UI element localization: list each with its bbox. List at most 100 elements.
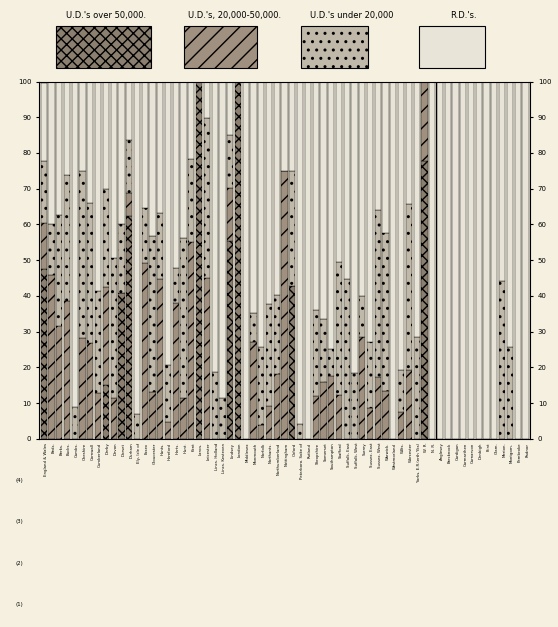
Bar (382, 82, 389, 233)
Bar (172, 268, 179, 303)
Text: Stafford: Stafford (339, 443, 343, 458)
Bar (64, 175, 70, 300)
Bar (134, 414, 140, 439)
Bar (157, 279, 163, 439)
Bar (142, 263, 148, 439)
Bar (157, 213, 163, 279)
Bar (49, 275, 55, 439)
Text: Nottingham: Nottingham (285, 443, 288, 466)
Bar (235, 82, 241, 439)
Text: Cambs.: Cambs. (75, 443, 79, 458)
Bar (320, 382, 326, 439)
Bar (406, 204, 412, 371)
Text: Beds.: Beds. (51, 443, 55, 453)
Bar (188, 159, 194, 243)
Text: Warwick.: Warwick. (386, 443, 389, 460)
Text: R.D.'s.: R.D.'s. (450, 11, 477, 20)
Bar (413, 82, 420, 337)
Bar (227, 188, 233, 241)
Bar (142, 208, 148, 263)
Bar (126, 140, 132, 193)
Bar (118, 224, 124, 293)
Bar (172, 82, 179, 268)
Bar (180, 398, 187, 439)
Bar (211, 82, 218, 372)
Bar (196, 82, 202, 439)
Text: England & Wales: England & Wales (44, 443, 48, 476)
Text: Lindsey: Lindsey (230, 443, 234, 458)
Bar (359, 82, 365, 296)
Bar (258, 424, 264, 439)
Bar (150, 82, 156, 236)
Text: Middlesex: Middlesex (246, 443, 250, 462)
Bar (211, 372, 218, 439)
Text: Carmarthen: Carmarthen (463, 443, 467, 466)
Bar (375, 377, 381, 439)
Text: Berks.: Berks. (59, 443, 63, 455)
Bar (142, 82, 148, 208)
Text: U.D.'s over 50,000.: U.D.'s over 50,000. (66, 11, 146, 20)
Bar (204, 278, 210, 439)
Bar (398, 371, 404, 413)
Text: Merion.: Merion. (502, 443, 506, 458)
Text: Leicester: Leicester (207, 443, 211, 460)
Text: U.D.'s, 20,000-50,000.: U.D.'s, 20,000-50,000. (188, 11, 281, 20)
Bar (64, 82, 70, 175)
Bar (476, 82, 482, 439)
Text: Hunt.: Hunt. (184, 443, 187, 453)
Bar (320, 319, 326, 382)
Text: Herts.: Herts. (176, 443, 180, 455)
Text: Monmouth: Monmouth (253, 443, 257, 464)
Text: Dorset: Dorset (122, 443, 126, 456)
Bar (382, 391, 389, 439)
Text: Norfolk: Norfolk (261, 443, 265, 457)
Text: Lincs. Kesteven: Lincs. Kesteven (223, 443, 227, 473)
Bar (71, 82, 78, 407)
Bar (172, 303, 179, 439)
Bar (499, 281, 505, 439)
Bar (251, 313, 257, 342)
Bar (281, 171, 288, 439)
Text: Pembroke: Pembroke (518, 443, 522, 462)
Bar (359, 296, 365, 337)
Bar (429, 82, 435, 439)
Bar (41, 223, 47, 269)
Bar (320, 82, 326, 319)
Text: Flint: Flint (487, 443, 490, 451)
Text: (2): (2) (16, 561, 23, 566)
Text: W. R.: W. R. (425, 443, 429, 452)
Text: Oxford: Oxford (292, 443, 296, 456)
Text: Southampton: Southampton (331, 443, 335, 470)
Bar (180, 82, 187, 238)
Bar (281, 82, 288, 171)
Text: Yorks. E.R.(erth Yks): Yorks. E.R.(erth Yks) (417, 443, 421, 482)
Bar (328, 349, 334, 376)
Bar (227, 135, 233, 188)
Bar (344, 82, 350, 279)
Bar (328, 376, 334, 439)
Bar (266, 406, 272, 439)
Bar (165, 82, 171, 366)
Bar (328, 82, 334, 349)
Bar (507, 347, 513, 439)
Bar (289, 287, 295, 439)
Text: Essex: Essex (145, 443, 149, 454)
Text: Cardigan: Cardigan (455, 443, 459, 460)
Bar (49, 82, 55, 224)
Text: Wilts.: Wilts. (401, 443, 405, 453)
Bar (336, 261, 342, 395)
Text: Hants.: Hants. (160, 443, 164, 455)
Bar (79, 82, 86, 171)
Bar (421, 0, 427, 68)
Text: Westmorland: Westmorland (393, 443, 397, 468)
Bar (390, 82, 397, 439)
Text: Anglesey: Anglesey (440, 443, 444, 460)
Bar (126, 193, 132, 216)
Bar (64, 300, 70, 439)
Bar (491, 82, 498, 439)
Bar (56, 26, 151, 68)
Bar (499, 82, 505, 281)
Bar (406, 82, 412, 204)
Bar (251, 342, 257, 439)
Bar (126, 216, 132, 439)
